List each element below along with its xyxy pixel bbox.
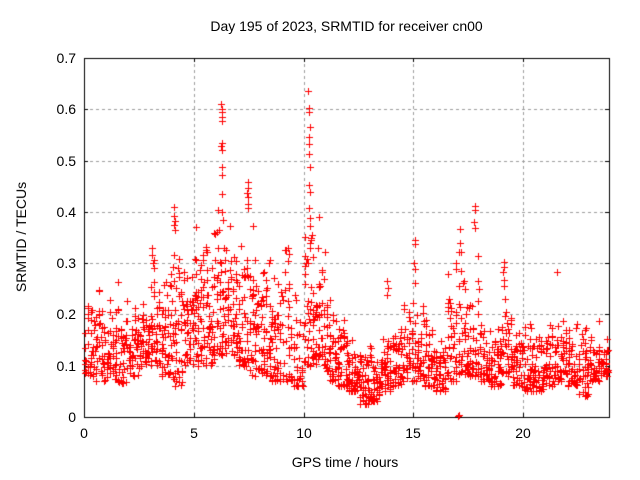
y-tick-label: 0.2 [56,306,76,322]
y-tick-label: 0.3 [56,255,76,271]
y-tick-label: 0.6 [56,101,76,117]
x-tick-label: 15 [405,425,421,441]
y-axis-label: SRMTID / TECUs [13,181,29,293]
y-tick-label: 0.7 [56,50,76,66]
x-tick-label: 0 [80,425,88,441]
x-tick-label: 20 [515,425,531,441]
x-tick-label: 10 [296,425,312,441]
chart-title: Day 195 of 2023, SRMTID for receiver cn0… [210,18,483,34]
x-tick-label: 5 [190,425,198,441]
y-tick-label: 0.1 [56,358,76,374]
y-tick-label: 0 [68,409,76,425]
y-tick-label: 0.5 [56,153,76,169]
x-axis-label: GPS time / hours [291,454,399,470]
y-tick-label: 0.4 [56,204,76,220]
